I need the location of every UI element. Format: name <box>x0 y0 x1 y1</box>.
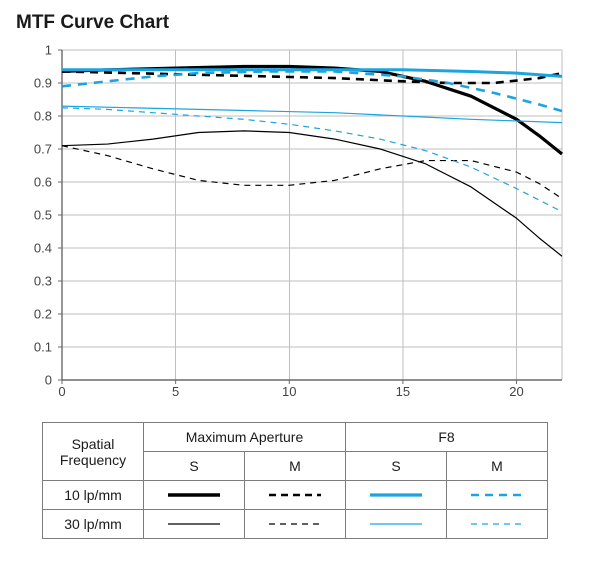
legend-swatch-r2c2 <box>245 510 346 539</box>
legend-swatch-r1c2 <box>245 481 346 510</box>
legend-row2-label: 30 lp/mm <box>43 510 144 539</box>
legend-table: Spatial Frequency Maximum Aperture F8 S … <box>42 422 548 539</box>
page-title: MTF Curve Chart <box>16 12 592 34</box>
x-tick-label: 20 <box>509 384 523 399</box>
legend-swatch-r1c3 <box>346 481 447 510</box>
y-tick-label: 0.3 <box>34 274 52 289</box>
x-tick-label: 0 <box>58 384 65 399</box>
series-max_30_S <box>62 131 562 256</box>
legend-swatch-r2c4 <box>447 510 548 539</box>
y-tick-label: 0.2 <box>34 307 52 322</box>
y-tick-label: 0.7 <box>34 142 52 157</box>
legend-row1-label: 10 lp/mm <box>43 481 144 510</box>
y-tick-label: 0.6 <box>34 175 52 190</box>
legend-header-max: Maximum Aperture <box>144 423 346 452</box>
legend-sub-s-1: S <box>144 452 245 481</box>
x-tick-label: 5 <box>172 384 179 399</box>
legend-swatch-r2c1 <box>144 510 245 539</box>
y-tick-label: 0.5 <box>34 208 52 223</box>
mtf-chart: 0 0.1 0.2 0.3 0.4 0.5 0.6 0.7 0.8 0.9 1 0 5 10 15 20 <box>16 44 576 404</box>
y-tick-label: 0.8 <box>34 109 52 124</box>
chart-svg <box>16 44 576 404</box>
y-tick-label: 1 <box>45 43 52 58</box>
y-tick-label: 0 <box>45 373 52 388</box>
legend-swatch-r1c4 <box>447 481 548 510</box>
y-tick-label: 0.1 <box>34 340 52 355</box>
y-tick-label: 0.4 <box>34 241 52 256</box>
series-max_30_M <box>62 146 562 199</box>
legend-swatch-r2c3 <box>346 510 447 539</box>
series-f8_30_S <box>62 106 562 123</box>
legend-sub-m-1: M <box>245 452 346 481</box>
y-tick-label: 0.9 <box>34 76 52 91</box>
legend-header-spatial: Spatial Frequency <box>43 423 144 481</box>
x-tick-label: 10 <box>282 384 296 399</box>
legend-sub-m-2: M <box>447 452 548 481</box>
series-f8_30_M <box>62 108 562 212</box>
legend-header-f8: F8 <box>346 423 548 452</box>
legend-sub-s-2: S <box>346 452 447 481</box>
x-tick-label: 15 <box>396 384 410 399</box>
legend-swatch-r1c1 <box>144 481 245 510</box>
